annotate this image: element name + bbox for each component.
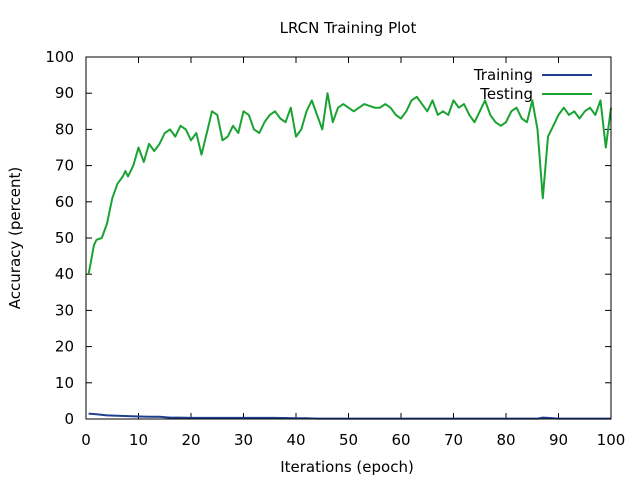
x-tick-label: 60 bbox=[391, 431, 410, 449]
plot-frame bbox=[85, 56, 612, 420]
x-tick-label: 0 bbox=[81, 431, 91, 449]
x-tick-label: 70 bbox=[444, 431, 463, 449]
x-tick-label: 80 bbox=[496, 431, 515, 449]
x-axis-label: Iterations (epoch) bbox=[280, 458, 414, 476]
y-tick-label: 80 bbox=[55, 120, 74, 138]
legend-label-training: Training bbox=[473, 66, 533, 84]
x-tick-label: 20 bbox=[181, 431, 200, 449]
tick-group: 0 10 20 30 40 50 60 70 80 90 100 0 10 20 30 40 50 60 70 80 9… bbox=[45, 48, 625, 449]
x-tick-label: 40 bbox=[286, 431, 305, 449]
y-tick-label: 20 bbox=[55, 338, 74, 356]
y-tick-label: 30 bbox=[55, 301, 74, 319]
y-tick-label: 60 bbox=[55, 193, 74, 211]
series-line-testing bbox=[87, 92, 612, 275]
x-tick-label: 90 bbox=[549, 431, 568, 449]
x-tick-label: 100 bbox=[597, 431, 626, 449]
series-group bbox=[87, 92, 612, 420]
y-tick-label: 0 bbox=[64, 410, 74, 428]
y-tick-label: 10 bbox=[55, 374, 74, 392]
chart-title: LRCN Training Plot bbox=[280, 19, 417, 37]
y-tick-label: 40 bbox=[55, 265, 74, 283]
x-tick-label: 10 bbox=[129, 431, 148, 449]
y-tick-label: 90 bbox=[55, 84, 74, 102]
y-tick-label: 70 bbox=[55, 157, 74, 175]
x-tick-label: 30 bbox=[234, 431, 253, 449]
x-tick-label: 50 bbox=[339, 431, 358, 449]
y-tick-label: 100 bbox=[45, 48, 74, 66]
y-axis-label: Accuracy (percent) bbox=[6, 167, 24, 309]
series-line-training bbox=[88, 412, 611, 420]
legend-label-testing: Testing bbox=[479, 85, 533, 103]
y-tick-label: 50 bbox=[55, 229, 74, 247]
